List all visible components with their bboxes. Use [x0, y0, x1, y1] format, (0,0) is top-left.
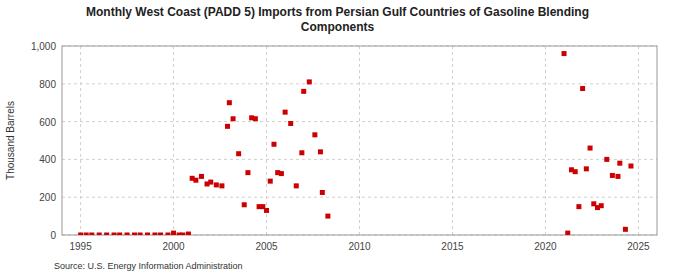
point	[628, 164, 633, 169]
grid-line	[62, 121, 657, 122]
plot-frame	[62, 46, 657, 235]
point	[584, 166, 589, 171]
point	[283, 110, 288, 115]
point	[158, 233, 163, 236]
y-tick-label: 1,000	[31, 41, 56, 52]
grid-line	[173, 46, 174, 235]
point	[320, 190, 325, 195]
point	[245, 170, 250, 175]
point	[573, 169, 578, 174]
point	[242, 202, 247, 207]
point	[610, 173, 615, 178]
point	[565, 231, 570, 235]
point	[604, 157, 609, 162]
point	[325, 214, 330, 219]
point	[307, 79, 312, 84]
point	[253, 116, 258, 121]
point	[580, 86, 585, 91]
grid-line	[80, 46, 81, 235]
y-tick-label: 0	[50, 230, 56, 241]
source: Source: U.S. Energy Information Administ…	[54, 261, 243, 271]
point	[138, 233, 143, 236]
point	[112, 233, 117, 236]
point	[208, 180, 213, 185]
point	[264, 208, 269, 213]
point	[186, 232, 191, 235]
point	[294, 183, 299, 188]
point	[312, 132, 317, 137]
x-tick-label: 2010	[348, 241, 371, 252]
point	[117, 233, 122, 236]
y-tick-label: 200	[39, 192, 56, 203]
y-tick-label: 800	[39, 79, 56, 90]
point	[588, 146, 593, 151]
point	[171, 231, 176, 235]
point	[599, 203, 604, 208]
point	[152, 233, 157, 236]
point	[236, 151, 241, 156]
point	[271, 142, 276, 147]
x-tick-label: 2015	[441, 241, 464, 252]
point	[84, 233, 89, 236]
title: Monthly West Coast (PADD 5) Imports from…	[86, 5, 589, 34]
y-tick-label: 600	[39, 117, 56, 128]
point	[219, 183, 224, 188]
point	[97, 233, 102, 236]
x-tick-label: 2005	[255, 241, 278, 252]
grid-line	[266, 46, 267, 235]
point	[89, 233, 94, 236]
grid	[62, 46, 657, 235]
point	[193, 178, 198, 183]
grid-line	[545, 46, 546, 235]
y-axis-label: Thousand Barrels	[5, 101, 16, 180]
grid-line	[638, 46, 639, 235]
grid-line	[452, 46, 453, 235]
x-tick-label: 2000	[162, 241, 185, 252]
point	[132, 233, 137, 236]
point	[623, 227, 628, 232]
point	[617, 161, 622, 166]
point	[125, 233, 130, 236]
point	[268, 179, 273, 184]
point	[288, 121, 293, 126]
point	[225, 124, 230, 129]
point	[279, 171, 284, 176]
x-tick-label: 2025	[627, 241, 650, 252]
point	[615, 174, 620, 179]
point	[231, 116, 236, 121]
x-tick-label: 1995	[69, 241, 92, 252]
points	[78, 51, 633, 235]
point	[104, 233, 109, 236]
point	[227, 100, 232, 105]
chart: Monthly West Coast (PADD 5) Imports from…	[0, 0, 675, 275]
point	[214, 182, 219, 187]
point	[180, 233, 185, 236]
point	[199, 174, 204, 179]
y-tick-label: 400	[39, 154, 56, 165]
point	[318, 149, 323, 154]
grid-line	[62, 159, 657, 160]
grid-line	[359, 46, 360, 235]
point	[145, 233, 150, 236]
x-tick-label: 2020	[534, 241, 557, 252]
point	[78, 233, 83, 236]
point	[301, 89, 306, 94]
point	[576, 204, 581, 209]
point	[299, 150, 304, 155]
point	[562, 51, 567, 56]
point	[165, 233, 170, 236]
